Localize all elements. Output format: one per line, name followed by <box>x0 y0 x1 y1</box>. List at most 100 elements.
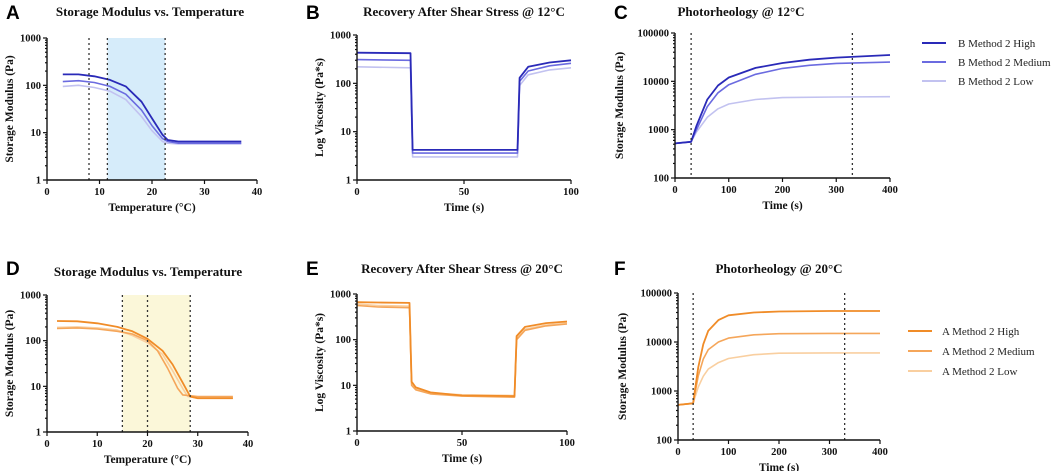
legend-b-item-medium: B Method 2 Medium <box>922 57 1051 69</box>
x-tick-label: 30 <box>199 187 210 198</box>
y-tick-label: 10 <box>341 127 352 138</box>
y-tick-label: 100000 <box>638 29 670 40</box>
chart-title: Photorheology @ 12°C <box>677 4 804 19</box>
series-line-low <box>356 66 572 158</box>
series-line-low <box>677 352 880 406</box>
legend-b-item-low: B Method 2 Low <box>922 76 1034 88</box>
x-tick-label: 100 <box>563 187 579 198</box>
transition-band <box>122 295 191 432</box>
series-line-medium <box>62 79 242 144</box>
series-line-medium <box>356 304 568 399</box>
chart-storage-modulus-20c: Storage Modulus vs. Temperature 0 10 20 30 40… <box>4 264 253 466</box>
x-tick-label: 0 <box>354 187 359 198</box>
y-axis-label: Storage Modulus (Pa) <box>4 55 16 163</box>
chart-recovery-20c: Recovery After Shear Stress @ 20°C 0 50 100… <box>314 261 575 465</box>
y-tick-label: 100 <box>656 436 672 447</box>
y-tick-label: 1000 <box>20 34 41 45</box>
legend-a-item-low: A Method 2 Low <box>908 366 1018 378</box>
panel-letter-e: E <box>306 259 319 280</box>
x-tick-label: 200 <box>771 447 787 458</box>
y-tick-label: 10 <box>31 128 42 139</box>
x-tick-label: 400 <box>882 185 898 196</box>
x-tick-label: 20 <box>142 439 153 450</box>
chart-title: Storage Modulus vs. Temperature <box>54 264 242 279</box>
x-tick-label: 200 <box>775 185 791 196</box>
x-axis-label: Temperature (°C) <box>104 454 191 466</box>
y-tick-label: 1 <box>36 176 41 187</box>
x-axis-label: Time (s) <box>759 462 800 471</box>
x-tick-label: 0 <box>675 447 680 458</box>
legend-label: A Method 2 High <box>942 326 1020 338</box>
y-tick-label: 1 <box>346 427 351 438</box>
series-line-high <box>677 310 880 406</box>
x-tick-label: 40 <box>243 439 254 450</box>
series-line-high <box>674 54 891 145</box>
legend-label: A Method 2 Low <box>942 366 1018 378</box>
x-tick-label: 0 <box>44 187 49 198</box>
x-tick-label: 100 <box>721 185 737 196</box>
series-line-high <box>56 320 233 400</box>
series-line-high <box>356 51 572 151</box>
x-tick-label: 0 <box>354 438 359 449</box>
y-axis-label: Storage Modulus (Pa) <box>614 52 626 160</box>
series-line-medium <box>56 327 233 398</box>
chart-title: Storage Modulus vs. Temperature <box>56 4 244 19</box>
chart-photorheology-20c: Photorheology @ 20°C0 100 200 300 4001001000… <box>617 261 888 471</box>
x-tick-label: 50 <box>459 187 470 198</box>
y-tick-label: 1 <box>36 428 41 439</box>
panel-letter-d: D <box>6 259 20 280</box>
chart-photorheology-12c: Photorheology @ 12°C0 100 200 300 4001001000… <box>614 4 898 212</box>
y-tick-label: 100 <box>335 79 351 90</box>
legend-b-item-high: B Method 2 High <box>922 38 1036 50</box>
y-tick-label: 100000 <box>641 289 673 300</box>
x-tick-label: 300 <box>822 447 838 458</box>
legend-a-item-high: A Method 2 High <box>908 326 1020 338</box>
x-tick-label: 400 <box>872 447 888 458</box>
transition-band <box>107 38 166 180</box>
y-tick-label: 1000 <box>648 125 669 136</box>
x-axis-label: Temperature (°C) <box>108 202 195 214</box>
y-tick-label: 10000 <box>646 338 672 349</box>
y-tick-label: 1000 <box>330 31 351 42</box>
legend-label: B Method 2 Medium <box>958 57 1051 69</box>
x-tick-label: 0 <box>672 185 677 196</box>
x-tick-label: 10 <box>92 439 103 450</box>
chart-recovery-12c: Recovery After Shear Stress @ 12°C 0 50 100… <box>314 4 579 214</box>
y-tick-label: 1 <box>346 176 351 187</box>
x-tick-label: 50 <box>457 438 468 449</box>
y-axis-label: Log Viscosity (Pa*s) <box>314 313 326 412</box>
series-line-medium <box>356 58 572 154</box>
x-axis-label: Time (s) <box>442 453 483 465</box>
legend-a-item-medium: A Method 2 Medium <box>908 346 1035 358</box>
y-axis-label: Storage Modulus (Pa) <box>617 313 629 421</box>
series-line-high <box>356 301 568 398</box>
panel-letter-a: A <box>6 3 20 24</box>
legend-a: A Method 2 High A Method 2 Medium A Meth… <box>908 326 1035 378</box>
chart-title: Photorheology @ 20°C <box>715 261 842 276</box>
y-tick-label: 100 <box>25 81 41 92</box>
legend-b: B Method 2 High B Method 2 Medium B Meth… <box>922 38 1051 88</box>
chart-title: Recovery After Shear Stress @ 12°C <box>363 4 565 19</box>
panel-letter-f: F <box>614 259 626 280</box>
x-tick-label: 10 <box>94 187 105 198</box>
y-tick-label: 10000 <box>643 77 669 88</box>
panel-letter-c: C <box>614 3 628 24</box>
y-tick-label: 10 <box>31 382 42 393</box>
y-tick-label: 1000 <box>20 291 41 302</box>
legend-label: A Method 2 Medium <box>942 346 1035 358</box>
chart-storage-modulus-12c: Storage Modulus vs. Temperature 0 10 20 30 40… <box>4 4 262 214</box>
series-line-low <box>674 95 891 145</box>
legend-label: B Method 2 High <box>958 38 1036 50</box>
y-tick-label: 1000 <box>651 387 672 398</box>
x-axis-label: Time (s) <box>762 200 803 212</box>
y-tick-label: 100 <box>25 336 41 347</box>
series-line-medium <box>674 61 891 145</box>
x-tick-label: 100 <box>721 447 737 458</box>
chart-title: Recovery After Shear Stress @ 20°C <box>361 261 563 276</box>
x-tick-label: 30 <box>193 439 204 450</box>
y-tick-label: 100 <box>653 174 669 185</box>
x-tick-label: 100 <box>559 438 575 449</box>
x-tick-label: 300 <box>828 185 844 196</box>
x-tick-label: 0 <box>44 439 49 450</box>
